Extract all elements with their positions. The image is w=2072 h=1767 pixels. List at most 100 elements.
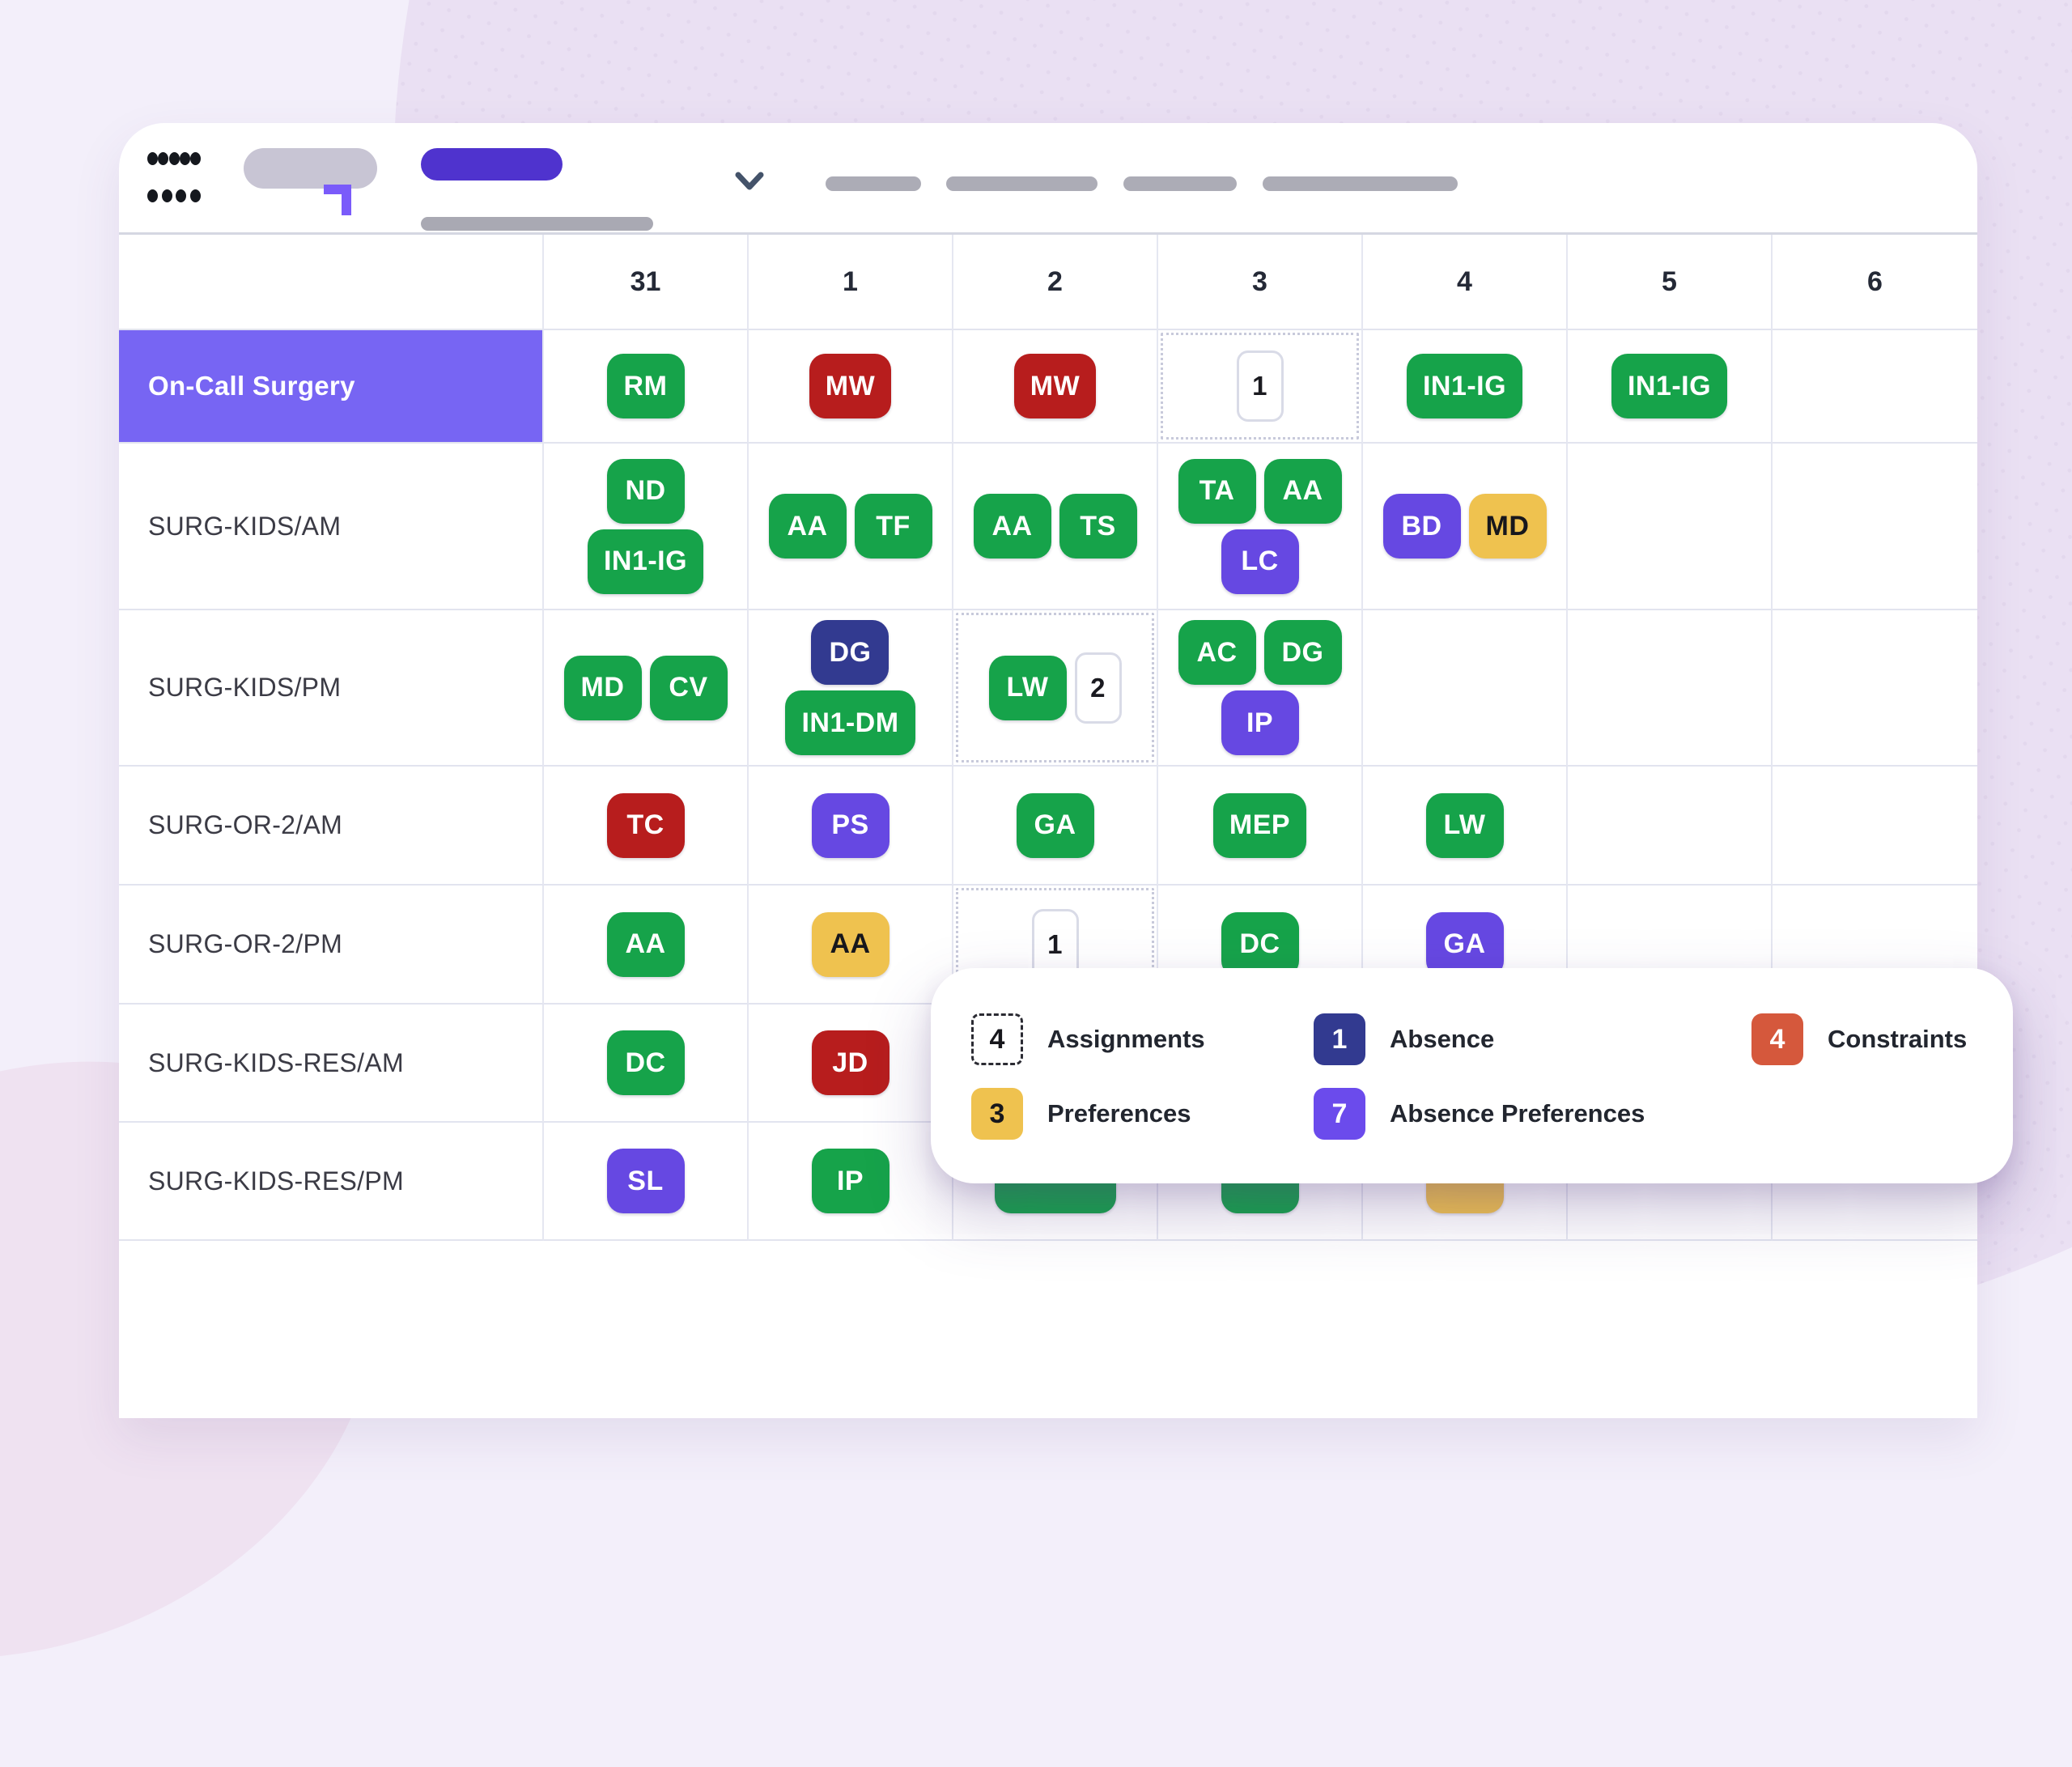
schedule-cell[interactable]: IN1-IG (1363, 330, 1568, 444)
schedule-cell[interactable]: DC (544, 1005, 749, 1123)
count-badge[interactable]: 1 (1236, 350, 1284, 422)
badge-row: PS (811, 792, 890, 858)
assignment-badge[interactable]: LW (988, 655, 1067, 720)
badge-stack: AC DG IP (1178, 620, 1342, 755)
nav-item-placeholder-3[interactable] (1123, 176, 1237, 191)
assignment-badge[interactable]: MD (563, 655, 642, 720)
schedule-cell[interactable]: AA (544, 886, 749, 1005)
badge-row: IP (811, 1149, 890, 1213)
app-grid-icon[interactable] (147, 152, 201, 202)
schedule-cell[interactable]: DG IN1-DM (749, 610, 953, 767)
assignment-badge[interactable]: LW (1425, 792, 1504, 858)
assignment-badge[interactable]: MW (1013, 354, 1097, 418)
assignment-badge[interactable]: DG (1263, 620, 1342, 685)
badge-stack: DC (1221, 911, 1299, 977)
row-label[interactable]: SURG-KIDS-RES/AM (119, 1005, 544, 1123)
row-label[interactable]: SURG-OR-2/AM (119, 767, 544, 886)
assignment-badge[interactable]: ND (606, 458, 685, 524)
chevron-down-icon[interactable] (735, 172, 764, 197)
badge-stack: MEP (1212, 792, 1307, 858)
schedule-cell[interactable]: JD (749, 1005, 953, 1123)
schedule-cell[interactable]: GA (953, 767, 1158, 886)
schedule-cell[interactable] (1773, 767, 1977, 886)
schedule-cell[interactable]: MD CV (544, 610, 749, 767)
count-badge[interactable]: 2 (1074, 652, 1122, 724)
assignment-badge[interactable]: GA (1016, 792, 1094, 858)
row-label[interactable]: SURG-KIDS-RES/PM (119, 1123, 544, 1241)
schedule-cell[interactable]: MW (749, 330, 953, 444)
assignment-badge[interactable]: IN1-IG (1406, 354, 1523, 418)
schedule-cell[interactable]: SL (544, 1123, 749, 1241)
schedule-cell[interactable]: TA AA LC (1158, 444, 1363, 610)
legend-label-preferences: Preferences (1047, 1099, 1191, 1128)
assignment-badge[interactable]: AA (768, 494, 847, 559)
count-badge[interactable]: 1 (1031, 908, 1079, 980)
row-label[interactable]: SURG-OR-2/PM (119, 886, 544, 1005)
schedule-cell[interactable]: AA TF (749, 444, 953, 610)
assignment-badge[interactable]: PS (811, 792, 890, 858)
cursor-corner-icon (324, 185, 351, 215)
assignment-badge[interactable]: AC (1178, 620, 1256, 685)
assignment-badge[interactable]: MEP (1212, 792, 1307, 858)
assignment-badge[interactable]: AA (1263, 458, 1342, 524)
assignment-badge[interactable]: MW (809, 354, 892, 418)
schedule-cell[interactable]: RM (544, 330, 749, 444)
row-label[interactable]: SURG-KIDS/PM (119, 610, 544, 767)
assignment-badge[interactable]: IN1-DM (785, 690, 915, 755)
assignment-badge[interactable]: IN1-IG (587, 529, 704, 594)
assignment-badge[interactable]: MD (1468, 494, 1547, 559)
schedule-cell[interactable] (1568, 767, 1773, 886)
schedule-cell[interactable]: 1 (1158, 330, 1363, 444)
assignment-badge[interactable]: LC (1221, 529, 1299, 594)
assignment-badge[interactable]: AA (606, 911, 685, 977)
schedule-cell[interactable] (1773, 610, 1977, 767)
assignment-badge[interactable]: DG (811, 620, 890, 685)
assignment-badge[interactable]: TA (1178, 458, 1256, 524)
assignment-badge[interactable]: JD (811, 1030, 890, 1095)
assignment-badge[interactable]: TF (854, 494, 932, 559)
schedule-cell[interactable] (1773, 330, 1977, 444)
assignment-badge[interactable]: RM (606, 354, 685, 418)
badge-row: RM (606, 354, 685, 418)
assignment-badge[interactable]: BD (1382, 494, 1461, 559)
badge-row: JD (811, 1030, 890, 1095)
nav-item-placeholder-1[interactable] (826, 176, 921, 191)
assignment-badge[interactable]: IN1-IG (1611, 354, 1728, 418)
assignment-badge[interactable]: IP (811, 1149, 890, 1213)
badge-stack: AA TS (973, 494, 1137, 559)
nav-item-placeholder-2[interactable] (946, 176, 1098, 191)
schedule-cell[interactable]: AA TS (953, 444, 1158, 610)
schedule-cell[interactable]: TC (544, 767, 749, 886)
assignment-badge[interactable]: IP (1221, 690, 1299, 755)
badge-row: LW (1425, 792, 1504, 858)
schedule-cell[interactable] (1568, 610, 1773, 767)
assignment-badge[interactable]: GA (1425, 911, 1504, 977)
assignment-badge[interactable]: AA (973, 494, 1051, 559)
schedule-cell[interactable]: AA (749, 886, 953, 1005)
schedule-cell[interactable] (1773, 444, 1977, 610)
row-label[interactable]: On-Call Surgery (119, 330, 544, 444)
legend-label-assignments: Assignments (1047, 1025, 1205, 1053)
assignment-badge[interactable]: SL (606, 1149, 685, 1213)
schedule-cell[interactable]: IN1-IG (1568, 330, 1773, 444)
nav-item-placeholder-4[interactable] (1263, 176, 1458, 191)
assignment-badge[interactable]: TC (606, 792, 685, 858)
row-label[interactable]: SURG-KIDS/AM (119, 444, 544, 610)
schedule-cell[interactable]: BD MD (1363, 444, 1568, 610)
assignment-badge[interactable]: TS (1059, 494, 1137, 559)
schedule-cell[interactable]: MW (953, 330, 1158, 444)
schedule-cell[interactable] (1568, 444, 1773, 610)
assignment-badge[interactable]: DC (1221, 911, 1299, 977)
assignment-badge[interactable]: DC (606, 1030, 685, 1095)
schedule-cell[interactable]: PS (749, 767, 953, 886)
schedule-cell[interactable]: LW 2 (953, 610, 1158, 767)
schedule-cell[interactable]: LW (1363, 767, 1568, 886)
schedule-cell[interactable] (1363, 610, 1568, 767)
assignment-badge[interactable]: AA (811, 911, 890, 977)
assignment-badge[interactable]: CV (649, 655, 728, 720)
schedule-cell[interactable]: AC DG IP (1158, 610, 1363, 767)
schedule-cell[interactable]: MEP (1158, 767, 1363, 886)
schedule-cell[interactable]: ND IN1-IG (544, 444, 749, 610)
schedule-cell[interactable]: IP (749, 1123, 953, 1241)
legend-item-constraints: 4 Constraints (1751, 1013, 1967, 1065)
